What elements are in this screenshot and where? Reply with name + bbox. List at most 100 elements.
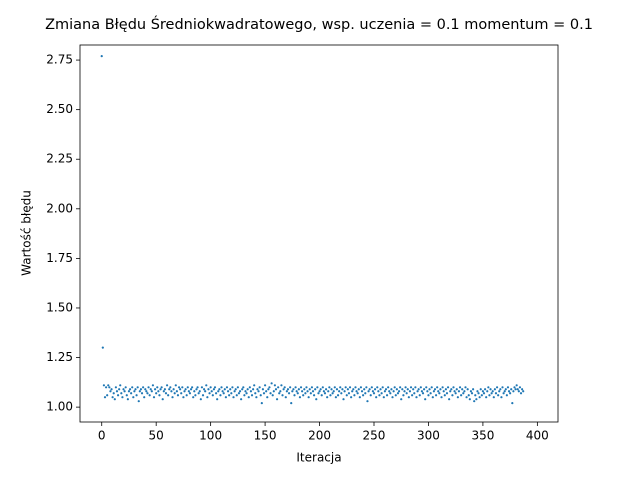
point (171, 396, 174, 399)
point (298, 396, 302, 399)
point (438, 392, 441, 395)
point (182, 396, 185, 399)
point (443, 394, 446, 397)
point (226, 390, 230, 393)
point (216, 398, 219, 401)
point (261, 388, 265, 391)
point (165, 384, 169, 387)
point (262, 392, 266, 395)
point (197, 392, 200, 395)
point (442, 390, 445, 393)
point (414, 386, 417, 389)
point (232, 396, 235, 399)
point (146, 392, 149, 395)
point (380, 392, 383, 395)
y-axis-label: Wartość błędu (20, 190, 34, 276)
point (346, 388, 349, 391)
x-tick-label: 150 (254, 429, 277, 443)
point (327, 390, 330, 393)
point (441, 386, 444, 389)
point (152, 396, 156, 399)
point (163, 388, 166, 391)
point (509, 392, 512, 395)
point (507, 390, 511, 393)
point (336, 394, 340, 397)
point (107, 384, 110, 387)
point (400, 398, 403, 401)
point (203, 388, 206, 391)
point (110, 388, 113, 391)
plot-frame (79, 44, 559, 423)
point (367, 390, 370, 393)
point (328, 386, 331, 389)
point (284, 396, 287, 399)
point (209, 386, 212, 389)
x-tick-label: 250 (363, 429, 386, 443)
point (207, 388, 210, 391)
point (106, 394, 109, 397)
point (112, 392, 115, 395)
point (409, 386, 413, 389)
point (158, 394, 161, 397)
point (482, 392, 486, 395)
point (480, 394, 483, 397)
point (453, 390, 456, 393)
point (175, 390, 178, 393)
point (224, 396, 227, 399)
point (275, 398, 279, 401)
point (339, 386, 342, 389)
point (287, 392, 291, 395)
point (206, 396, 209, 399)
point (473, 400, 476, 403)
point (494, 392, 498, 395)
point (521, 388, 524, 391)
point (223, 388, 226, 391)
point (422, 388, 426, 391)
chart-title: Zmiana Błędu Średniokwadratowego, wsp. u… (45, 15, 593, 33)
point (467, 394, 470, 397)
point (330, 388, 333, 391)
point (333, 386, 336, 389)
point (173, 392, 176, 395)
point (211, 394, 214, 397)
point (314, 388, 317, 391)
point (294, 386, 297, 389)
point (138, 390, 141, 393)
point (505, 394, 508, 397)
point (230, 392, 233, 395)
point (174, 384, 177, 387)
point (253, 384, 256, 387)
point (249, 390, 253, 393)
point (137, 400, 140, 403)
point (381, 386, 384, 389)
point (210, 390, 213, 393)
point (254, 392, 257, 395)
point (148, 394, 151, 397)
point (394, 394, 397, 397)
point (297, 388, 300, 391)
point (388, 390, 391, 393)
point (258, 386, 261, 389)
point (513, 386, 516, 389)
point (391, 396, 394, 399)
point (189, 388, 193, 391)
point (426, 390, 429, 393)
point (516, 388, 519, 391)
point (303, 388, 306, 391)
y-tick-label: 1.75 (46, 251, 73, 265)
point (515, 384, 518, 387)
point (437, 390, 440, 393)
point (279, 390, 282, 393)
point (245, 392, 248, 395)
point (501, 386, 504, 389)
point (321, 386, 324, 389)
point (238, 390, 242, 393)
point (354, 386, 357, 389)
point (456, 396, 459, 399)
point (156, 386, 159, 389)
point (316, 386, 319, 389)
point (204, 390, 207, 393)
point (389, 392, 392, 395)
point (143, 396, 146, 399)
point (478, 396, 481, 399)
